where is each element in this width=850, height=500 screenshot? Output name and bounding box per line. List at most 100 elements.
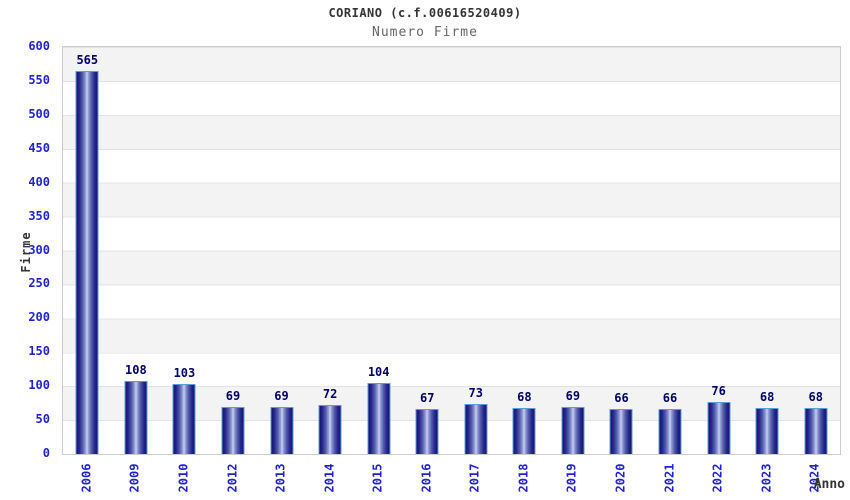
x-tick-label: 2012 (224, 463, 239, 493)
x-tick-label: 2016 (419, 463, 434, 493)
bars-container: 565 108 103 69 69 72 104 67 73 68 69 66 66 76 68 68 (63, 47, 840, 454)
bar-slot-2019: 69 (549, 47, 598, 454)
bar-slot-2013: 69 (257, 47, 306, 454)
y-axis-tick-labels: 0 50 100 150 200 250 300 350 400 450 500 550 600 (0, 0, 56, 500)
x-tick-label: 2020 (613, 463, 628, 493)
bar-value-label: 76 (711, 384, 726, 399)
bar-2019 (561, 407, 585, 454)
y-tick-label: 550 (28, 72, 50, 87)
y-tick-label: 0 (42, 446, 50, 460)
bar-slot-2014: 72 (306, 47, 355, 454)
bar-value-label: 565 (76, 52, 99, 67)
bar-slot-2018: 68 (500, 47, 549, 454)
bar-slot-2022: 76 (694, 47, 743, 454)
bar-2015 (367, 383, 391, 454)
bar-slot-2015: 104 (354, 47, 403, 454)
bar-slot-2012: 69 (209, 47, 258, 454)
bar-value-label: 68 (517, 389, 532, 404)
bar-value-label: 73 (468, 386, 484, 401)
x-tick-label: 2022 (710, 463, 725, 493)
y-tick-label: 100 (28, 378, 50, 393)
bar-slot-2009: 108 (112, 47, 161, 454)
x-tick-label: 2015 (370, 463, 385, 493)
x-tick-label: 2019 (564, 463, 579, 493)
bar-2006 (75, 70, 99, 454)
y-tick-label: 50 (35, 412, 50, 427)
x-tick-cell: 2016 (402, 456, 451, 500)
bar-2016 (415, 408, 439, 454)
y-tick-label: 200 (28, 310, 50, 325)
x-tick-cell: 2018 (499, 456, 548, 500)
bar-slot-2020: 66 (597, 47, 646, 454)
bar-value-label: 69 (274, 389, 289, 404)
x-tick-cell: 2006 (62, 456, 111, 500)
bar-value-label: 68 (808, 389, 823, 404)
x-tick-label: 2021 (662, 463, 677, 493)
y-tick-label: 350 (28, 208, 50, 223)
bar-2017 (464, 404, 488, 454)
x-tick-cell: 2021 (645, 456, 694, 500)
x-tick-label: 2018 (516, 463, 531, 493)
bar-2022 (707, 402, 731, 454)
bar-slot-2006: 565 (63, 47, 112, 454)
x-axis-title: Anno (813, 477, 845, 492)
y-tick-label: 250 (28, 276, 50, 291)
bar-2021 (658, 409, 682, 454)
x-tick-label: 2023 (759, 463, 774, 493)
x-tick-cell: 2014 (305, 456, 354, 500)
plot-area: 565 108 103 69 69 72 104 67 73 68 69 66 66 76 68 68 (62, 46, 841, 455)
bar-value-label: 104 (367, 365, 390, 380)
x-tick-cell: 2020 (596, 456, 645, 500)
x-tick-cell: 2023 (742, 456, 791, 500)
bar-2012 (221, 407, 245, 454)
x-tick-cell: 2009 (111, 456, 160, 500)
bar-slot-2010: 103 (160, 47, 209, 454)
x-tick-label: 2006 (79, 463, 94, 493)
x-tick-label: 2017 (467, 463, 482, 493)
chart-subtitle: Numero Firme (372, 25, 478, 40)
x-tick-label: 2009 (127, 463, 142, 493)
bar-2010 (172, 384, 196, 454)
y-tick-label: 150 (28, 344, 50, 359)
bar-slot-2016: 67 (403, 47, 452, 454)
y-tick-label: 300 (28, 242, 50, 257)
y-tick-label: 600 (28, 39, 50, 53)
bar-2023 (755, 407, 779, 454)
x-tick-label: 2013 (273, 463, 288, 493)
x-tick-cell: 2019 (548, 456, 597, 500)
chart-title: CORIANO (c.f.00616520409) (328, 6, 522, 20)
bar-value-label: 67 (419, 390, 435, 405)
bar-value-label: 68 (759, 389, 775, 404)
x-tick-cell: 2012 (208, 456, 257, 500)
bar-2020 (609, 409, 633, 454)
y-tick-label: 400 (28, 174, 50, 189)
y-axis-title: Firme (19, 231, 33, 273)
x-tick-cell: 2022 (693, 456, 742, 500)
y-tick-label: 450 (28, 140, 50, 155)
x-tick-cell: 2010 (159, 456, 208, 500)
x-tick-label: 2010 (176, 463, 191, 493)
bar-value-label: 72 (322, 387, 338, 402)
bar-2014 (318, 405, 342, 454)
bar-value-label: 108 (125, 362, 147, 377)
bar-2018 (512, 407, 536, 454)
x-tick-cell: 2015 (353, 456, 402, 500)
bar-value-label: 103 (173, 366, 196, 381)
bar-value-label: 69 (565, 389, 581, 404)
bar-2013 (270, 407, 294, 454)
bar-slot-2023: 68 (743, 47, 792, 454)
bar-value-label: 66 (662, 391, 678, 406)
y-tick-label: 500 (28, 106, 50, 121)
bar-2009 (124, 380, 148, 454)
bar-value-label: 66 (614, 391, 629, 406)
x-tick-label: 2014 (322, 463, 337, 493)
x-tick-cell: 2017 (451, 456, 500, 500)
x-axis-tick-labels: 2006 2009 2010 2012 2013 2014 2015 2016 2017 2018… (62, 456, 839, 500)
bar-slot-2017: 73 (452, 47, 501, 454)
x-tick-cell: 2013 (256, 456, 305, 500)
bar-value-label: 69 (225, 389, 241, 404)
bar-2024 (804, 407, 828, 454)
bar-slot-2021: 66 (646, 47, 695, 454)
bar-slot-2024: 68 (791, 47, 840, 454)
